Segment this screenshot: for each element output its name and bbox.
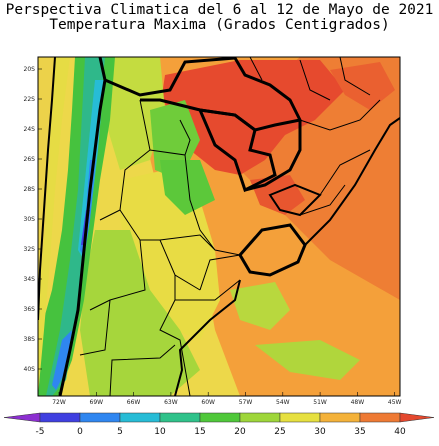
map-title: Perspectiva Climatica del 6 al 12 de May…	[5, 2, 434, 18]
colorbar-segment	[239, 412, 281, 423]
colorbar-segment	[39, 412, 81, 423]
lat-tick-label: 26S	[24, 156, 36, 163]
colorbar-label: -5	[36, 427, 45, 437]
colorbar-segment	[199, 412, 241, 423]
map-border	[37, 56, 401, 397]
colorbar-max-arrow	[399, 412, 435, 423]
borders	[38, 57, 400, 396]
lat-tick-label: 38S	[24, 336, 36, 343]
colorbar-segment	[359, 412, 401, 423]
colorbar-segment	[159, 412, 201, 423]
lat-tick-label: 24S	[24, 126, 36, 133]
lat-tick-label: 22S	[24, 96, 36, 103]
lon-tick-label: 54W	[276, 399, 290, 406]
colorbar-segment	[79, 412, 121, 423]
lat-tick-label: 34S	[24, 276, 36, 283]
lat-tick-label: 20S	[24, 66, 36, 73]
lon-tick-label: 51W	[313, 399, 327, 406]
colorbar	[3, 412, 435, 423]
lon-tick-label: 57W	[239, 399, 253, 406]
longitude-ticks: 72W 69W 66W 63W 60W 57W 54W 51W 48W 45W	[52, 392, 402, 406]
lat-tick-label: 32S	[24, 246, 36, 253]
lon-tick-label: 48W	[351, 399, 365, 406]
colorbar-label: 10	[154, 427, 166, 437]
lat-tick-label: 36S	[24, 306, 36, 313]
colorbar-min-arrow	[3, 412, 41, 423]
latitude-ticks: 20S 22S 24S 26S 28S 30S 32S 34S 36S 38S 40S	[24, 66, 42, 373]
colorbar-label: 35	[354, 427, 365, 437]
colorbar-label: 30	[314, 427, 326, 437]
lon-tick-label: 69W	[90, 399, 104, 406]
colorbar-label: 40	[394, 427, 406, 437]
lon-tick-label: 72W	[52, 399, 66, 406]
colorbar-segment	[279, 412, 321, 423]
colorbar-label: 5	[117, 427, 123, 437]
map-subtitle: Temperatura Maxima (Grados Centigrados)	[49, 17, 390, 33]
lon-tick-label: 63W	[164, 399, 178, 406]
lat-tick-label: 40S	[24, 366, 36, 373]
lat-tick-label: 28S	[24, 186, 36, 193]
colorbar-label: 0	[77, 427, 83, 437]
colorbar-segment	[319, 412, 361, 423]
lon-tick-label: 45W	[388, 399, 402, 406]
lat-tick-label: 30S	[24, 216, 36, 223]
colorbar-label: 15	[194, 427, 205, 437]
colorbar-segment	[119, 412, 161, 423]
colorbar-label: 25	[274, 427, 285, 437]
lon-tick-label: 66W	[127, 399, 141, 406]
colorbar-labels: -5 0 5 10 15 20 25 30 35 40	[36, 427, 406, 437]
lon-tick-label: 60W	[201, 399, 215, 406]
colorbar-label: 20	[234, 427, 246, 437]
